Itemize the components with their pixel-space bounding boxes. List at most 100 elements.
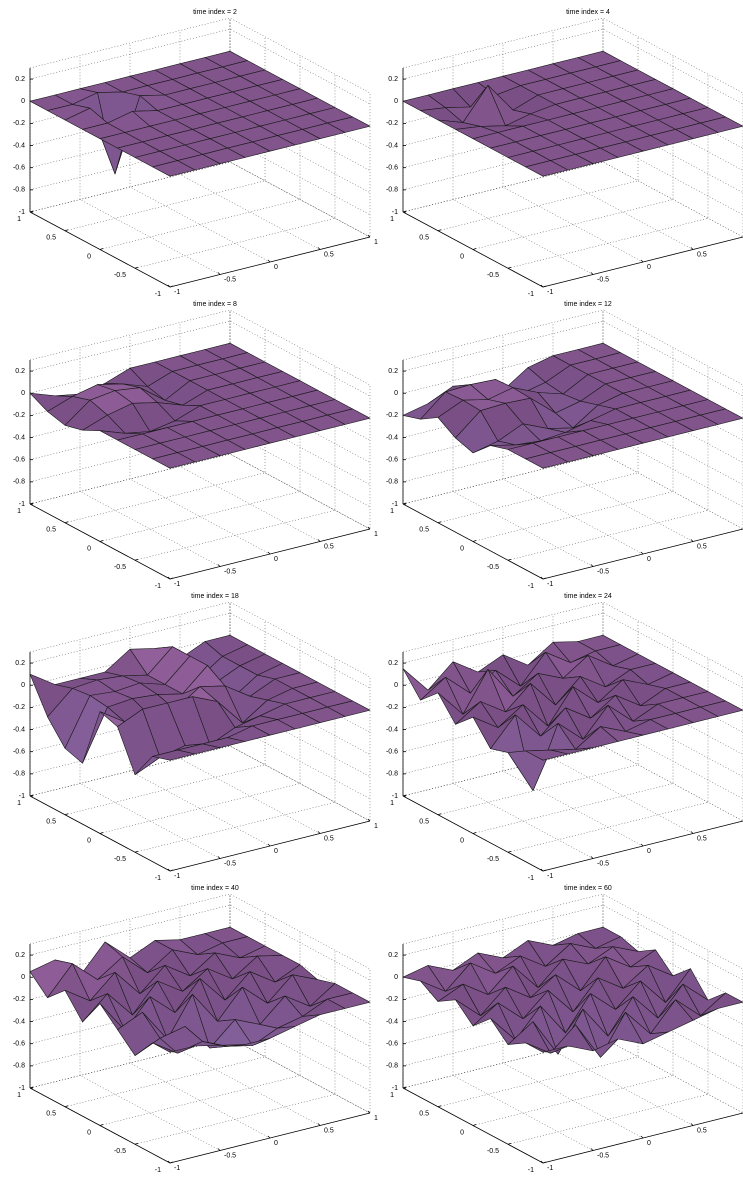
y-tick	[508, 559, 511, 560]
z-tick-label: -0.2	[386, 120, 398, 127]
y-tick	[438, 814, 441, 815]
y-tick-label: 1	[390, 1092, 394, 1099]
z-tick-label: -0.8	[386, 187, 398, 194]
z-tick-label: -0.2	[13, 412, 25, 419]
y-tick-label: 0	[87, 1129, 91, 1136]
y-tick	[100, 249, 103, 250]
x-tick	[218, 273, 220, 275]
x-tick-label: 1	[374, 531, 378, 538]
x-tick	[218, 857, 220, 859]
y-tick	[170, 578, 173, 579]
panel-title: time index = 12	[564, 301, 612, 308]
y-tick-label: -1	[528, 875, 534, 882]
x-tick-label: 0.5	[697, 1127, 707, 1134]
x-tick	[591, 565, 593, 567]
z-tick-label: -0.6	[386, 165, 398, 172]
z-tick-label: -0.4	[386, 434, 398, 441]
x-tick-label: -1	[547, 1165, 553, 1172]
y-tick	[473, 833, 476, 834]
x-tick	[691, 1124, 693, 1126]
y-tick	[65, 230, 68, 231]
x-tick-label: -0.5	[224, 860, 236, 867]
x-tick-label: -1	[174, 1165, 180, 1172]
figure: time index = 2 -1 -0.8 -0.6 -0.4 -0.2 0 0.2 -1 -0…	[0, 0, 743, 1179]
y-tick	[65, 814, 68, 815]
x-tick-label: 0.5	[324, 251, 334, 258]
y-tick	[65, 522, 68, 523]
y-tick	[543, 1162, 546, 1163]
y-tick	[543, 870, 546, 871]
z-tick-label: 0.2	[15, 76, 25, 83]
z-tick-label: 0	[394, 98, 398, 105]
z-tick-label: -0.2	[386, 704, 398, 711]
x-tick-label: 1	[374, 239, 378, 246]
z-tick-label: -0.6	[386, 1041, 398, 1048]
x-tick	[641, 260, 643, 262]
z-tick-label: -0.2	[13, 996, 25, 1003]
z-tick-label: -0.6	[13, 457, 25, 464]
z-tick-label: 0	[21, 390, 25, 397]
y-tick-label: -1	[155, 875, 161, 882]
y-tick	[170, 286, 173, 287]
box-edge	[403, 746, 743, 821]
x-tick	[318, 540, 320, 542]
grid-line	[30, 1038, 370, 1113]
y-tick-label: 0.5	[46, 235, 56, 242]
x-tick-label: 0.5	[697, 543, 707, 550]
z-tick-label: -0.4	[13, 434, 25, 441]
y-tick	[135, 267, 138, 268]
z-tick-label: -0.6	[13, 1041, 25, 1048]
z-tick-label: 0	[21, 682, 25, 689]
z-tick-label: -0.4	[386, 142, 398, 149]
z-tick-label: -0.6	[386, 749, 398, 756]
z-tick-label: -0.2	[386, 412, 398, 419]
x-tick	[691, 248, 693, 250]
y-tick-label: 1	[17, 508, 21, 515]
y-tick	[100, 1125, 103, 1126]
panel-title: time index = 60	[564, 885, 612, 892]
z-tick-label: 0.2	[388, 952, 398, 959]
x-tick	[318, 248, 320, 250]
y-tick-label: -1	[155, 1167, 161, 1174]
y-tick-label: 0.5	[419, 527, 429, 534]
z-tick-label: -0.4	[13, 1018, 25, 1025]
x-tick-label: -1	[547, 873, 553, 880]
y-tick	[508, 851, 511, 852]
x-tick	[691, 540, 693, 542]
surface-panel: time index = 24-1-0.8-0.6-0.4-0.200.2-1-…	[386, 593, 743, 882]
z-tick-label: 0.2	[388, 76, 398, 83]
y-tick	[100, 833, 103, 834]
x-tick-label: 0	[274, 264, 278, 271]
y-tick-label: -0.5	[114, 856, 126, 863]
x-tick-label: 0	[647, 848, 651, 855]
z-tick-label: -0.8	[386, 479, 398, 486]
y-tick-label: 0.5	[419, 235, 429, 242]
grid-line	[403, 746, 743, 821]
y-tick-label: 0.5	[46, 819, 56, 826]
surface-panel: time index = 60-1-0.8-0.6-0.4-0.200.2-1-…	[386, 885, 743, 1174]
panel-title: time index = 2	[193, 9, 237, 16]
x-tick-label: -1	[547, 289, 553, 296]
x-tick	[591, 857, 593, 859]
y-tick-label: -1	[528, 1167, 534, 1174]
surface-panel: time index = 40-1-0.8-0.6-0.4-0.200.2-1-…	[13, 885, 378, 1174]
z-tick-label: -0.6	[13, 749, 25, 756]
box-edge	[403, 162, 743, 237]
x-tick-label: 0.5	[324, 1127, 334, 1134]
z-tick-label: -1	[19, 1085, 25, 1092]
y-tick	[438, 1106, 441, 1107]
surface-panel: time index = 8-1-0.8-0.6-0.4-0.200.2-1-0…	[13, 301, 378, 590]
x-tick-label: 0	[647, 264, 651, 271]
y-tick-label: 0	[460, 253, 464, 260]
y-tick-label: 1	[390, 216, 394, 223]
y-tick	[473, 541, 476, 542]
grid-line	[403, 454, 743, 529]
x-tick-label: -0.5	[597, 568, 609, 575]
x-tick	[591, 273, 593, 275]
z-tick-label: -1	[392, 1085, 398, 1092]
x-tick-label: -1	[547, 581, 553, 588]
z-tick-label: -1	[392, 209, 398, 216]
y-tick	[65, 1106, 68, 1107]
x-tick-label: 0	[274, 1140, 278, 1147]
z-tick-label: 0	[394, 682, 398, 689]
